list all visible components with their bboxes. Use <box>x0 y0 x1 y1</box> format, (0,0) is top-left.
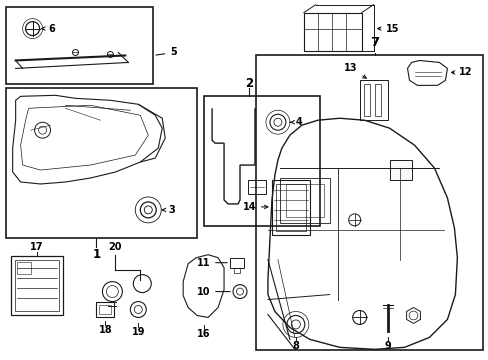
Bar <box>15 260 59 311</box>
Bar <box>11 256 62 315</box>
Bar <box>271 180 309 235</box>
Bar <box>6 88 197 238</box>
Text: 11: 11 <box>196 258 227 268</box>
Bar <box>96 302 114 318</box>
Text: 5: 5 <box>156 48 177 58</box>
Text: 15: 15 <box>377 24 398 33</box>
Text: 12: 12 <box>450 67 472 77</box>
Text: 9: 9 <box>384 341 390 351</box>
Text: 1: 1 <box>92 248 100 261</box>
Text: 2: 2 <box>244 77 252 90</box>
Text: 13: 13 <box>344 63 366 78</box>
Bar <box>6 7 153 84</box>
Bar <box>99 305 111 315</box>
Bar <box>285 184 323 217</box>
Text: 7: 7 <box>369 36 378 49</box>
Bar <box>17 262 31 274</box>
Bar <box>389 160 411 180</box>
Text: 18: 18 <box>99 325 112 336</box>
Bar <box>374 84 380 116</box>
Bar <box>255 55 482 350</box>
Bar <box>203 96 319 226</box>
Bar <box>279 178 329 223</box>
Bar <box>363 84 369 116</box>
Text: 3: 3 <box>162 205 175 215</box>
Bar <box>229 258 244 268</box>
Text: 4: 4 <box>290 117 302 127</box>
Text: 19: 19 <box>131 328 145 337</box>
Bar <box>275 184 305 231</box>
Text: 17: 17 <box>30 242 43 252</box>
Text: 16: 16 <box>197 329 210 339</box>
Text: 14: 14 <box>242 202 267 212</box>
Bar <box>247 180 265 194</box>
Text: 8: 8 <box>292 341 299 351</box>
Bar <box>359 80 387 120</box>
Text: 20: 20 <box>108 242 122 252</box>
Bar <box>303 13 361 50</box>
Bar <box>234 268 240 273</box>
Text: 6: 6 <box>42 24 55 33</box>
Text: 10: 10 <box>196 287 230 297</box>
